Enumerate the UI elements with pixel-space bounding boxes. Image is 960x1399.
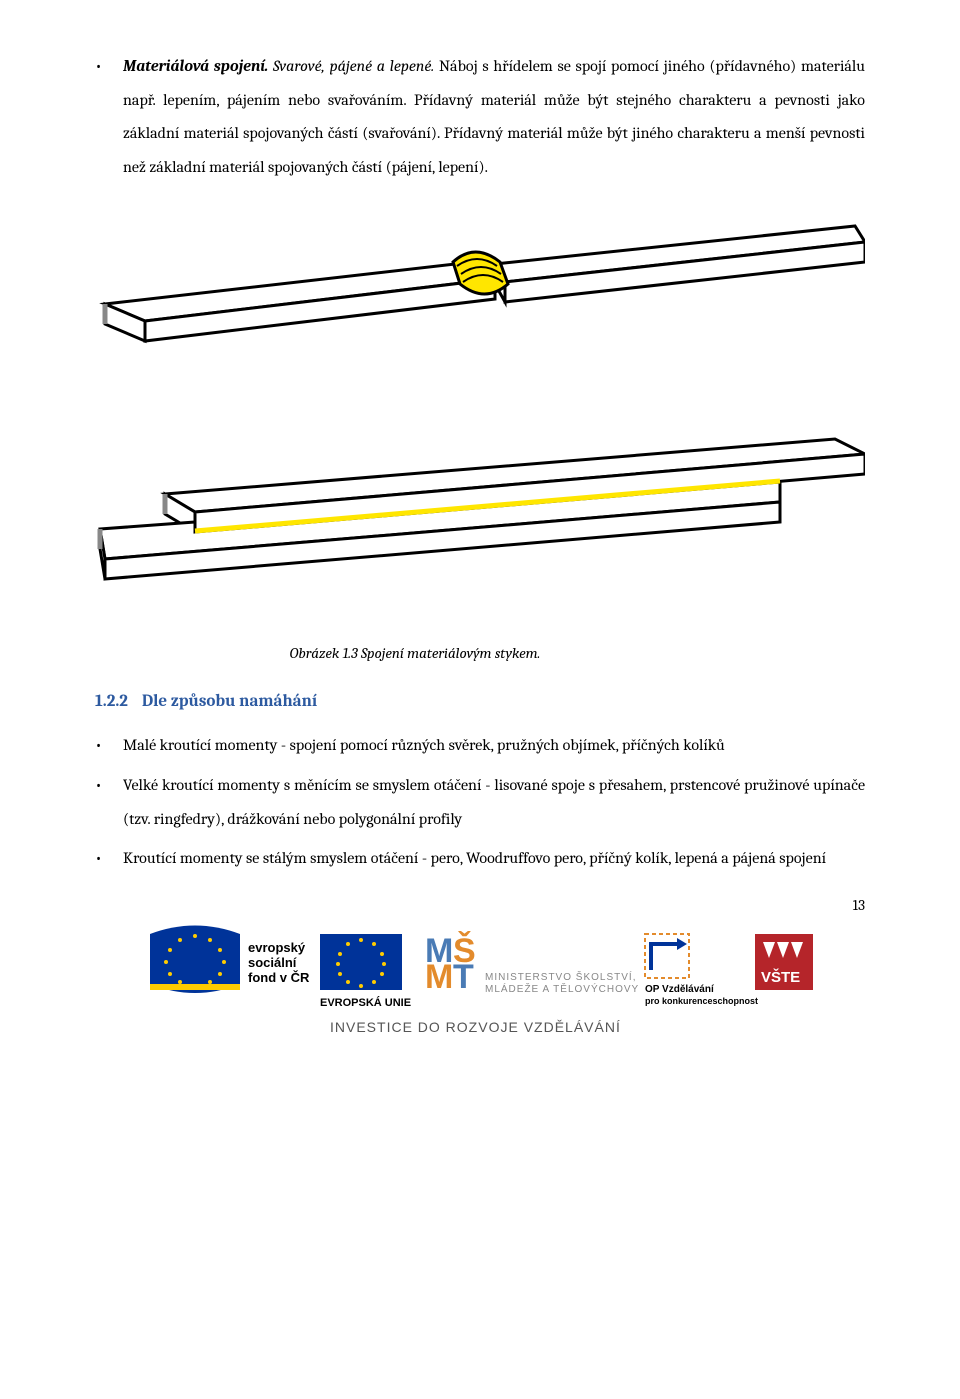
svg-text:evropský: evropský — [248, 940, 306, 955]
para1-subtitle: Svarové, pájené a lepené. — [268, 57, 434, 75]
para1-title: Materiálová spojení. — [123, 57, 268, 75]
heading-number: 1.2.2 — [95, 692, 128, 711]
footer-logo-strip: evropský sociální fond v ČR EVROPSKÁ UNI… — [140, 922, 820, 1042]
svg-text:M: M — [425, 958, 453, 996]
bullet-item-small-torque: • Malé kroutící momenty - spojení pomocí… — [95, 729, 865, 763]
bullet-item-large-torque: • Velké kroutící momenty s měnícím se sm… — [95, 769, 865, 836]
svg-text:MLÁDEŽE A TĚLOVÝCHOVY: MLÁDEŽE A TĚLOVÝCHOVY — [485, 982, 639, 995]
page-number: 13 — [95, 896, 865, 914]
heading-text: Dle způsobu namáhání — [142, 692, 317, 711]
svg-text:OP Vzdělávání: OP Vzdělávání — [645, 984, 715, 995]
bullet-marker: • — [95, 842, 123, 876]
bullet-text: Velké kroutící momenty s měnícím se smys… — [123, 769, 865, 836]
diagram-lap-joint — [95, 434, 865, 604]
svg-text:T: T — [453, 958, 474, 996]
svg-text:sociální: sociální — [248, 955, 297, 970]
svg-text:VŠTE: VŠTE — [761, 968, 800, 986]
bullet-marker: • — [95, 769, 123, 836]
svg-text:pro konkurenceschopnost: pro konkurenceschopnost — [645, 996, 758, 1006]
section-heading: 1.2.2 Dle způsobu namáhání — [95, 692, 865, 711]
figure-caption: Obrázek 1.3 Spojení materiálovým stykem. — [275, 644, 555, 662]
paragraph-material-connections: • Materiálová spojení. Svarové, pájené a… — [95, 50, 865, 184]
footer-logos: evropský sociální fond v ČR EVROPSKÁ UNI… — [95, 922, 865, 1042]
paragraph-text: Materiálová spojení. Svarové, pájené a l… — [123, 50, 865, 184]
bullet-text: Kroutící momenty se stálým smyslem otáče… — [123, 842, 826, 876]
bullet-marker: • — [95, 729, 123, 763]
figure-area: Obrázek 1.3 Spojení materiálovým stykem. — [95, 224, 865, 662]
svg-text:fond v ČR: fond v ČR — [248, 970, 310, 985]
bullet-item-constant-torque: • Kroutící momenty se stálým smyslem otá… — [95, 842, 865, 876]
bullet-marker: • — [95, 50, 123, 184]
bullet-text: Malé kroutící momenty - spojení pomocí r… — [123, 729, 725, 763]
svg-text:MINISTERSTVO ŠKOLSTVÍ,: MINISTERSTVO ŠKOLSTVÍ, — [485, 970, 636, 983]
svg-text:INVESTICE DO ROZVOJE VZDĚLÁVÁN: INVESTICE DO ROZVOJE VZDĚLÁVÁNÍ — [330, 1019, 621, 1035]
diagram-weld-joint — [95, 224, 865, 394]
svg-text:EVROPSKÁ UNIE: EVROPSKÁ UNIE — [320, 996, 411, 1009]
